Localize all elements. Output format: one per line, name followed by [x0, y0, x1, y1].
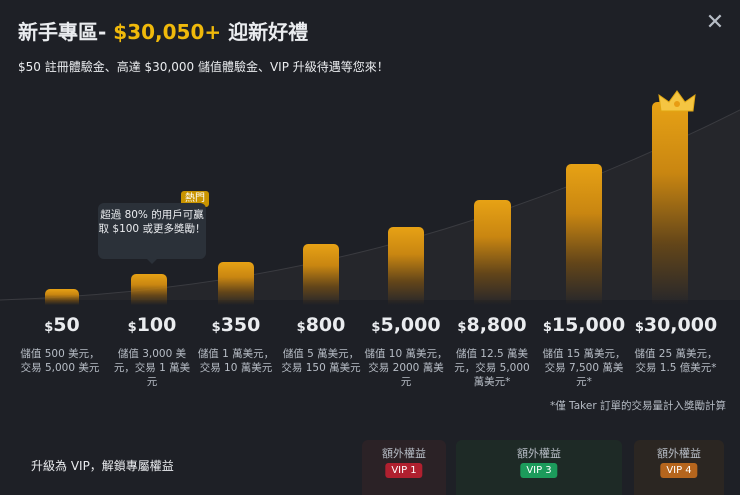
currency-symbol: $ [457, 320, 467, 335]
tier-bar-8 [652, 102, 688, 305]
vip-upgrade-label: 升級為 VIP，解鎖專屬權益 [31, 459, 174, 473]
currency-symbol: $ [44, 320, 54, 335]
amount-value: 100 [136, 314, 177, 336]
subtitle: $50 註冊體驗金、高達 $30,000 儲值體驗金、VIP 升級待遇等您來！ [18, 60, 389, 74]
benefit-vip1[interactable]: 額外權益 VIP 1 [362, 440, 446, 495]
tier-amount-2: $100 [110, 314, 194, 336]
benefit-vip4[interactable]: 額外權益 VIP 4 [634, 440, 724, 495]
amount-value: 5,000 [380, 314, 441, 336]
tier-desc-4: 儲值 5 萬美元，交易 150 萬美元 [281, 348, 361, 374]
amount-value: 50 [53, 314, 80, 336]
tier-bar-3 [218, 262, 254, 305]
tier-amount-8: $30,000 [634, 314, 718, 336]
footnote: *僅 Taker 訂單的交易量計入獎勵計算 [549, 400, 726, 412]
currency-symbol: $ [211, 320, 221, 335]
vip-badge: VIP 1 [385, 463, 423, 478]
tier-desc-5: 儲值 10 萬美元，交易 2000 萬美元 [364, 348, 448, 388]
close-icon[interactable]: ✕ [705, 10, 725, 35]
tier-amount-4: $800 [279, 314, 363, 336]
tier-desc-8: 儲值 25 萬美元，交易 1.5 億美元* [634, 348, 718, 374]
tier-amount-1: $50 [20, 314, 104, 336]
tier-desc-3: 儲值 1 萬美元，交易 10 萬美元 [197, 348, 275, 374]
tier-desc-2: 儲值 3,000 美元，交易 1 萬美元 [113, 348, 191, 388]
tier-bar-4 [303, 244, 339, 305]
currency-symbol: $ [371, 320, 381, 335]
currency-symbol: $ [296, 320, 306, 335]
currency-symbol: $ [634, 320, 644, 335]
title-suffix: 迎新好禮 [228, 20, 309, 44]
tier-bar-6 [474, 200, 511, 305]
vip-badge: VIP 3 [520, 463, 558, 478]
tier-desc-1: 儲值 500 美元，交易 5,000 美元 [20, 348, 100, 374]
background-curve [0, 109, 740, 301]
tier-bar-2 [131, 274, 167, 305]
amount-value: 350 [220, 314, 261, 336]
amount-value: 8,800 [466, 314, 527, 336]
tooltip-arrow [147, 259, 157, 264]
tier-amount-6: $8,800 [450, 314, 534, 336]
benefit-label: 額外權益 [657, 447, 701, 460]
title-amount: $30,050+ [113, 20, 222, 44]
tier-amount-5: $5,000 [364, 314, 448, 336]
vip-badge: VIP 4 [660, 463, 698, 478]
amount-value: 800 [305, 314, 346, 336]
tier-bar-7 [566, 164, 602, 305]
amount-value: 30,000 [643, 314, 718, 336]
popular-tooltip: 超過 80% 的用戶可贏取 $100 或更多獎勵！ [98, 203, 206, 259]
tier-desc-6: 儲值 12.5 萬美元，交易 5,000 萬美元* [454, 348, 530, 388]
benefit-label: 額外權益 [517, 447, 561, 460]
tier-bar-5 [388, 227, 424, 305]
tier-desc-7: 儲值 15 萬美元，交易 7,500 萬美元* [542, 348, 626, 388]
currency-symbol: $ [542, 320, 552, 335]
currency-symbol: $ [127, 320, 137, 335]
benefit-label: 額外權益 [382, 447, 426, 460]
title-prefix: 新手專區- [18, 20, 107, 44]
tier-amount-7: $15,000 [542, 314, 626, 336]
tier-amount-3: $350 [194, 314, 278, 336]
tier-bar-1 [45, 289, 79, 305]
page-title: 新手專區- $30,050+ 迎新好禮 [18, 16, 308, 45]
crown-icon [658, 90, 696, 112]
amount-value: 15,000 [551, 314, 626, 336]
benefit-vip3[interactable]: 額外權益 VIP 3 [456, 440, 622, 495]
